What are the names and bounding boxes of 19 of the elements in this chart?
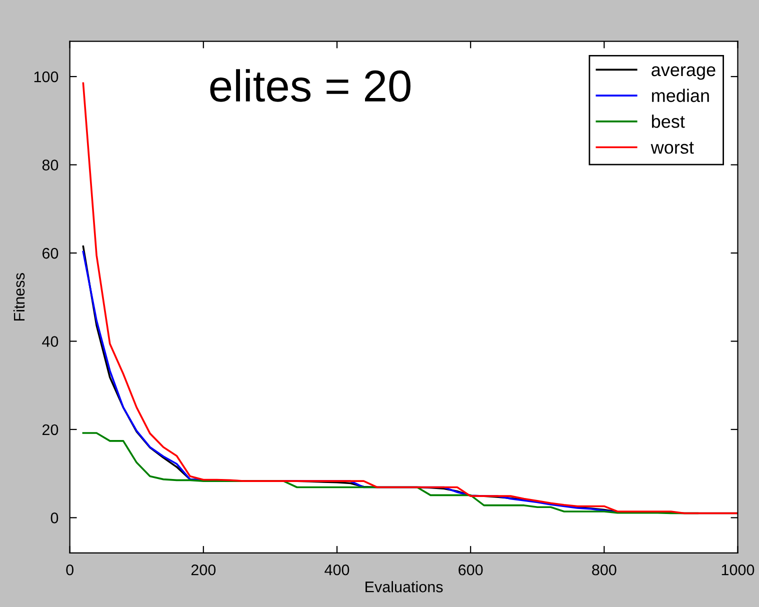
y-tick-label: 100 <box>34 71 58 82</box>
legend-label: worst <box>650 142 694 154</box>
y-tick-label: 40 <box>42 336 58 347</box>
legend-label: best <box>652 114 685 128</box>
x-tick-label: 0 <box>66 564 74 576</box>
x-tick-label: 200 <box>191 564 216 576</box>
x-tick-label: 600 <box>458 564 483 576</box>
y-tick-label: 20 <box>42 424 58 436</box>
x-tick-label: 800 <box>592 564 616 576</box>
x-tick-label: 1000 <box>722 564 754 576</box>
x-tick-label: 400 <box>324 564 350 576</box>
y-tick-label: 60 <box>42 248 58 259</box>
x-axis-title: Evaluations <box>366 581 443 592</box>
annotation: elites = 20 <box>210 69 410 102</box>
legend-label: average <box>652 66 716 80</box>
y-tick-label: 80 <box>42 160 58 170</box>
y-axis-title: Fitness <box>13 273 25 320</box>
y-tick-label: 0 <box>50 512 58 524</box>
legend-label: median <box>652 88 709 102</box>
